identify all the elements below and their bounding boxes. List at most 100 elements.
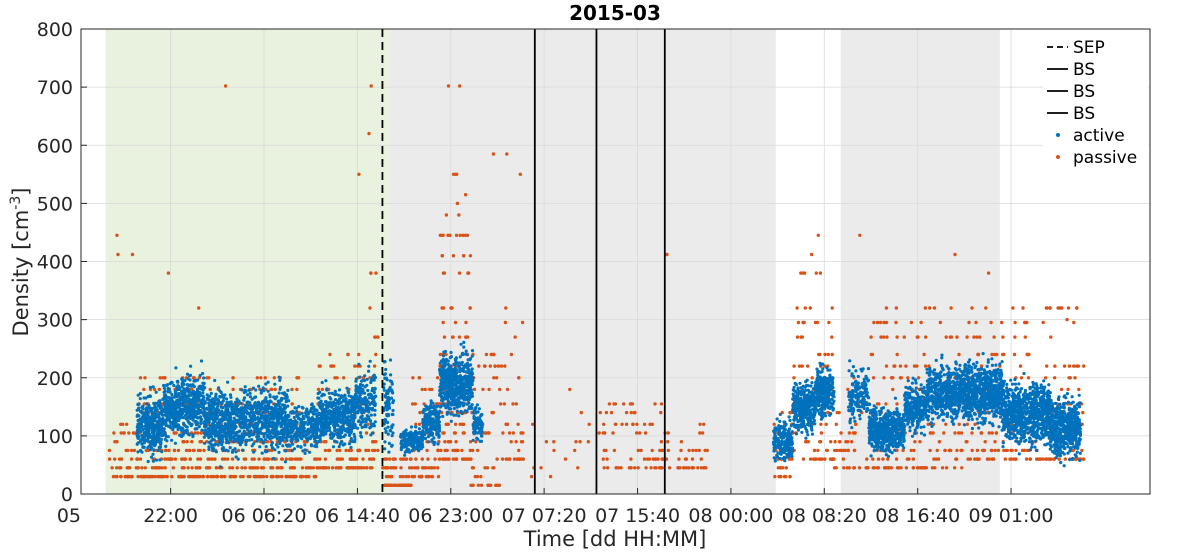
passive-point (230, 457, 235, 461)
active-point (226, 449, 230, 453)
active-point (307, 428, 311, 432)
passive-point (225, 457, 230, 461)
active-point (247, 388, 251, 392)
passive-point (654, 457, 658, 461)
active-point (138, 397, 142, 401)
passive-point (1001, 335, 1005, 339)
active-point (202, 401, 206, 405)
passive-point (677, 457, 681, 461)
passive-point (330, 466, 335, 470)
passive-point (602, 466, 606, 470)
passive-point (1067, 376, 1071, 380)
passive-point (184, 448, 189, 453)
active-point (165, 400, 169, 404)
passive-point (299, 474, 303, 479)
active-point (325, 387, 329, 391)
passive-point (367, 131, 371, 136)
active-point (193, 403, 197, 407)
active-point (238, 417, 243, 421)
passive-point (882, 320, 886, 325)
passive-point (1045, 364, 1049, 368)
active-point (369, 422, 373, 426)
active-point (191, 433, 195, 437)
active-point (213, 400, 217, 405)
passive-point (425, 448, 429, 453)
active-point (192, 396, 196, 400)
active-point (255, 439, 259, 443)
active-point (265, 420, 269, 424)
active-point (413, 434, 417, 438)
active-point (165, 411, 170, 415)
passive-point (370, 457, 374, 461)
passive-point (965, 335, 969, 339)
active-point (209, 403, 213, 407)
active-point (278, 378, 282, 382)
active-point (180, 389, 184, 393)
active-point (210, 411, 214, 415)
active-point (136, 393, 140, 397)
passive-point (857, 466, 862, 470)
active-point (242, 429, 246, 433)
passive-point (1014, 457, 1018, 461)
active-point (353, 435, 357, 439)
active-point (292, 411, 296, 415)
passive-point (344, 448, 348, 453)
passive-point (463, 193, 468, 197)
passive-point (697, 448, 701, 453)
active-point (242, 398, 246, 402)
passive-point (508, 457, 512, 461)
active-point (399, 435, 403, 439)
active-point (203, 386, 207, 390)
passive-point (111, 474, 116, 479)
passive-point (115, 466, 119, 470)
passive-point (514, 440, 518, 444)
active-point (219, 424, 224, 428)
active-point (364, 420, 368, 424)
active-point (315, 445, 319, 449)
active-point (363, 417, 367, 421)
active-point (240, 448, 245, 452)
passive-point (453, 320, 458, 325)
passive-point (393, 483, 397, 487)
passive-point (402, 457, 406, 461)
active-point (221, 414, 225, 418)
passive-point (188, 457, 192, 461)
active-point (150, 413, 154, 417)
passive-point (795, 306, 799, 310)
active-point (181, 404, 185, 408)
active-point (147, 404, 151, 408)
active-point (370, 406, 375, 410)
passive-point (684, 466, 689, 470)
passive-point (484, 352, 489, 357)
passive-point (1075, 306, 1079, 310)
passive-point (484, 431, 488, 435)
active-point (205, 433, 209, 437)
active-point (273, 424, 277, 428)
active-point (323, 430, 327, 434)
active-point (229, 395, 233, 399)
passive-point (819, 422, 823, 426)
active-point (188, 422, 192, 426)
passive-point (287, 448, 292, 453)
passive-point (454, 440, 458, 444)
passive-point (472, 387, 477, 392)
active-point (343, 433, 347, 437)
active-point (360, 406, 364, 411)
passive-point (365, 466, 369, 470)
passive-point (1062, 364, 1067, 368)
passive-point (568, 387, 572, 392)
passive-point (884, 306, 889, 310)
active-point (227, 441, 231, 445)
active-point (284, 417, 289, 421)
passive-point (924, 466, 929, 470)
passive-point (444, 213, 449, 217)
active-point (158, 446, 162, 450)
passive-point (928, 306, 932, 310)
active-point (189, 364, 193, 368)
passive-point (165, 457, 170, 461)
passive-point (624, 422, 629, 426)
active-point (181, 407, 185, 412)
passive-point (118, 466, 122, 470)
passive-point (331, 364, 336, 368)
passive-point (984, 306, 988, 310)
